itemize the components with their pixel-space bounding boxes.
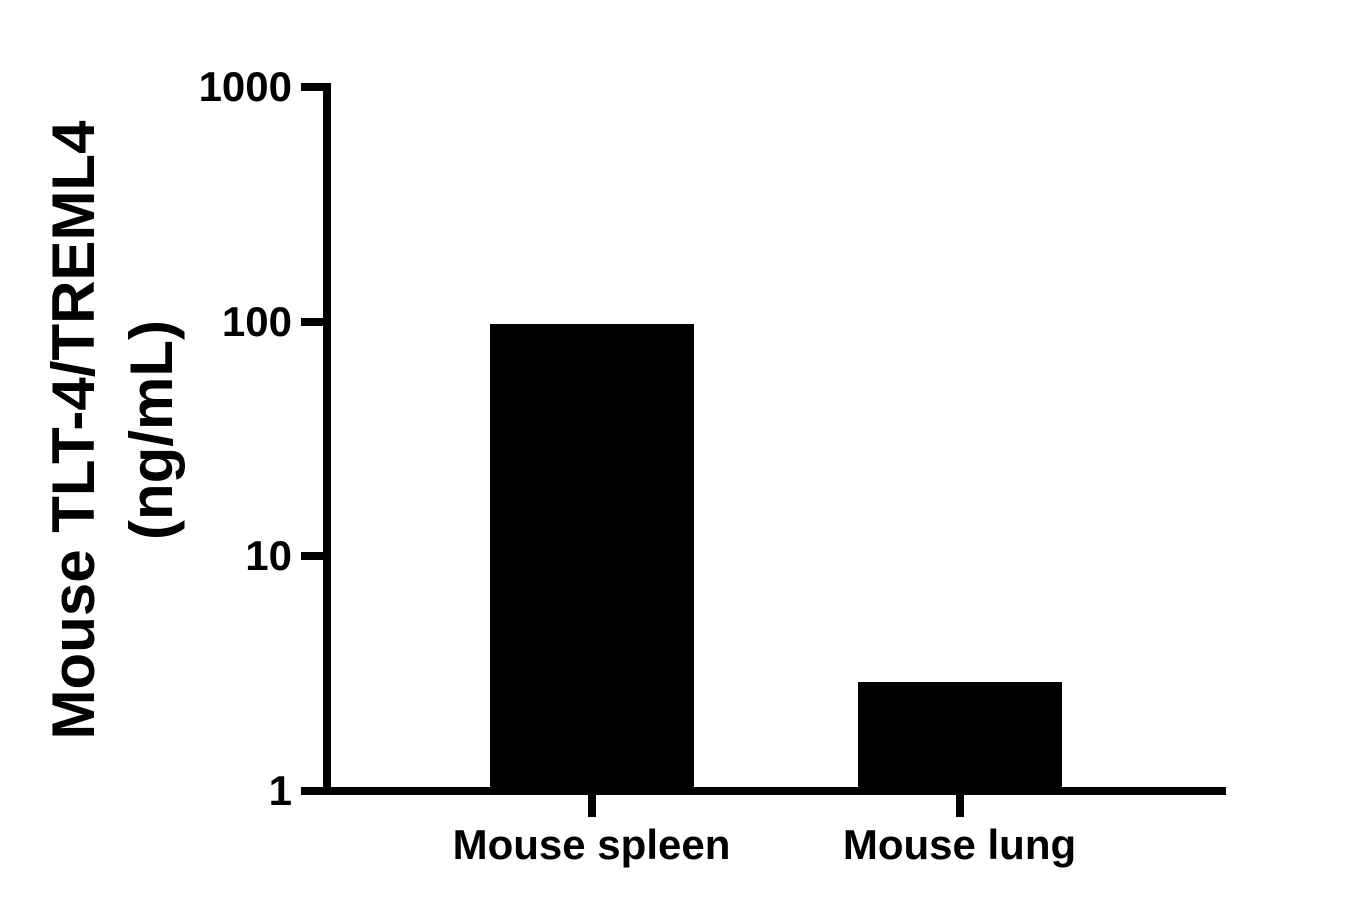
bar-mouse-lung (857, 682, 1062, 791)
y-axis-title-line2: (ng/mL) (118, 320, 185, 540)
y-tick-mark (301, 787, 323, 795)
y-axis-title: Mouse TLT-4/TREML4 (ng/mL) (35, 30, 191, 830)
x-axis-line (301, 787, 1226, 795)
y-tick-label: 1 (268, 767, 292, 814)
y-tick-mark (301, 317, 323, 326)
x-tick-mark (955, 795, 964, 817)
y-tick-mark (301, 82, 323, 91)
y-tick-label: 100 (221, 297, 292, 345)
y-tick-mark (301, 552, 323, 561)
y-axis-title-line1: Mouse TLT-4/TREML4 (40, 120, 107, 740)
y-axis-line (323, 83, 331, 795)
x-tick-mark (587, 795, 596, 817)
x-category-label: Mouse lung (842, 821, 1077, 868)
x-category-label: Mouse spleen (452, 821, 731, 868)
bar-mouse-spleen (489, 323, 694, 791)
y-tick-label: 10 (245, 532, 292, 580)
y-tick-label: 1000 (198, 62, 292, 110)
